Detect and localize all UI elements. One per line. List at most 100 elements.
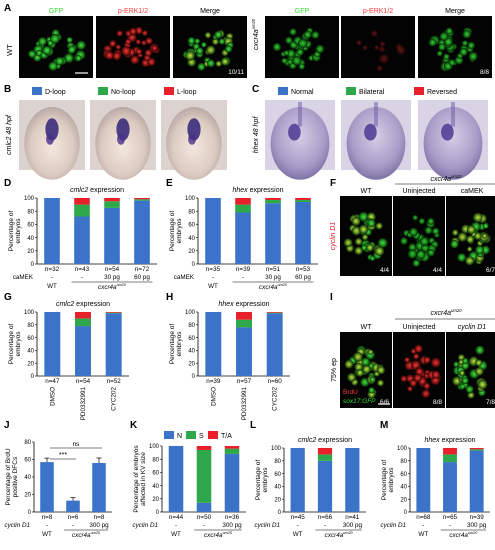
panel-D-chart-n-label: n=32 bbox=[45, 266, 60, 273]
panel-H-chart-bar bbox=[266, 313, 283, 376]
panel-A-mut-image-1-cell bbox=[272, 42, 282, 52]
panel-I-image-3-cell bbox=[465, 385, 474, 394]
panel-A-image-2-cell bbox=[112, 51, 122, 61]
panel-A-image-2-cell bbox=[125, 38, 132, 45]
panel-L-chart-n-label: n=45 bbox=[291, 514, 306, 521]
panel-A-image-1-cell bbox=[76, 40, 86, 50]
panel-I-image-1-cell bbox=[353, 352, 363, 362]
panel-A-image-2-cell bbox=[141, 40, 147, 46]
panel-J-chart-group-mut: cxcr4aum20 bbox=[72, 531, 101, 539]
panel-A-mut-image-3-cell bbox=[462, 30, 471, 39]
panel-M-chart-ytick-label: 20 bbox=[400, 497, 407, 503]
panel-G-chart-ytick-label: 100 bbox=[24, 310, 35, 316]
panel-K-legend-label: N bbox=[177, 433, 182, 440]
panel-I-col-label: cyclin D1 bbox=[458, 324, 487, 331]
panel-I-image-3-count: 7/8 bbox=[486, 399, 495, 406]
panel-A-image-1 bbox=[19, 16, 93, 78]
panel-K-chart-n-label: n=36 bbox=[225, 514, 240, 521]
panel-D-chart-ytick-label: 60 bbox=[27, 223, 34, 229]
panel-D-chart-row1: - bbox=[51, 274, 53, 281]
panel-E-chart-bar bbox=[235, 198, 251, 205]
panel-I-image-3-cell bbox=[461, 377, 469, 385]
panel-B-embryo-3-heart2 bbox=[188, 133, 196, 145]
panel-K-legend-label: S bbox=[199, 433, 204, 440]
panel-F-image-1-cell bbox=[366, 243, 374, 252]
panel-A-image-3-cell bbox=[221, 57, 230, 66]
panel-L-chart-ylabel: Percentage of bbox=[255, 460, 262, 501]
panel-F-image-3-cell bbox=[474, 232, 482, 240]
panel-L-chart-bar bbox=[317, 460, 333, 512]
panel-E-chart-bar bbox=[235, 212, 251, 264]
panel-H-chart-n-label: n=60 bbox=[268, 378, 283, 385]
panel-A-image-1-cell bbox=[55, 56, 64, 66]
panel-H-chart-bar bbox=[236, 319, 252, 328]
panel-A-mut-image-1-cell bbox=[297, 38, 308, 49]
panel-M-chart-row1: - bbox=[422, 522, 424, 529]
panel-A-mut-image-3-cell bbox=[468, 51, 478, 61]
panel-F-image-1-cell bbox=[375, 222, 383, 230]
panel-F-image-3-cell bbox=[466, 246, 473, 252]
panel-G-chart-bar bbox=[44, 312, 61, 376]
panel-F-image-3-cell bbox=[457, 232, 468, 242]
panel-F-image-2-cell bbox=[432, 227, 440, 235]
panel-A-image-3-cell bbox=[206, 59, 215, 68]
panel-F-image-1-cell bbox=[361, 244, 368, 251]
panel-M-chart-row1: 300 pg bbox=[467, 522, 487, 529]
panel-E-chart-ytick-label: 100 bbox=[185, 196, 196, 202]
panel-C-embryo-2-yolk bbox=[346, 106, 406, 180]
panel-A-mut-image-1-cell bbox=[298, 63, 306, 70]
panel-A-mut-image-2-cell bbox=[376, 65, 383, 72]
panel-A-mut-image-2-cell bbox=[396, 45, 406, 56]
panel-B-legend-swatch bbox=[32, 87, 42, 95]
panel-I-image-1-cell bbox=[369, 376, 376, 383]
panel-G-chart-bar bbox=[75, 312, 91, 319]
panel-K-chart-row1: 300 pg bbox=[222, 522, 242, 529]
panel-J-chart-bar bbox=[66, 500, 80, 512]
panel-D-chart-ytick-label: 40 bbox=[27, 236, 34, 242]
panel-G-chart-bar bbox=[75, 318, 91, 327]
panel-D-chart-group-wt: WT bbox=[47, 283, 57, 290]
panel-M-chart-n-label: n=39 bbox=[470, 514, 485, 521]
panel-A-image-3-cell bbox=[224, 45, 233, 53]
panel-H-chart-ytick-label: 100 bbox=[185, 310, 196, 316]
panel-G-chart-bar bbox=[105, 312, 122, 313]
panel-letter-L: L bbox=[250, 420, 256, 431]
panel-A-mut-image-label: p-ERK1/2 bbox=[363, 8, 393, 15]
panel-E-chart-ylabel: Percentage of bbox=[169, 211, 176, 252]
panel-F-image-3-cell bbox=[482, 223, 489, 229]
panel-C-legend-label: Normal bbox=[291, 89, 314, 96]
panel-I-image-3-cell bbox=[475, 359, 483, 367]
panel-M-chart-ytick-label: 60 bbox=[400, 472, 407, 478]
panel-G-chart-bar bbox=[105, 312, 122, 314]
panel-J-chart-n-label: n=8 bbox=[42, 514, 53, 521]
panel-E-chart-ytick-label: 40 bbox=[188, 236, 195, 242]
panel-J-ns: ns bbox=[73, 441, 81, 448]
panel-H-chart-ytick-label: 80 bbox=[188, 323, 195, 329]
panel-H-chart-n-label: n=39 bbox=[206, 378, 221, 385]
panel-letter-I: I bbox=[330, 292, 333, 303]
panel-G-chart-ytick-label: 60 bbox=[27, 336, 34, 342]
panel-A-image-2-cell bbox=[116, 30, 123, 37]
panel-D-chart-row1: 30 pg bbox=[104, 274, 120, 281]
panel-E-chart-n-label: n=53 bbox=[296, 266, 311, 273]
panel-I-stain1: BrdU bbox=[343, 389, 358, 396]
panel-letter-F: F bbox=[330, 178, 336, 189]
panel-A-image-1-cell bbox=[38, 36, 47, 46]
panel-E-chart-row1: 60 pg bbox=[295, 274, 311, 281]
panel-K-chart-ytick-label: 20 bbox=[152, 497, 159, 503]
panel-J-chart-row1: 300 pg bbox=[89, 522, 109, 529]
panel-B-legend-label: L-loop bbox=[177, 89, 197, 96]
panel-A-image-3-cell bbox=[195, 47, 204, 55]
panel-F-image-3-cell bbox=[473, 212, 483, 223]
panel-I-image-2-cell bbox=[414, 344, 423, 354]
panel-A-mut-image-1-cell bbox=[281, 57, 288, 64]
panel-J-chart-ylabel: positive DFCs bbox=[12, 456, 19, 497]
panel-L-chart-row1: 300 pg bbox=[343, 522, 363, 529]
panel-J-chart-ytick-label: 20 bbox=[24, 493, 31, 499]
panel-A-image-2-cell bbox=[151, 45, 158, 52]
panel-E-chart-bar bbox=[265, 203, 281, 264]
panel-G-chart-bar bbox=[75, 326, 91, 376]
panel-E-chart-bar bbox=[265, 199, 281, 204]
panel-A-mut-image-2-cell bbox=[356, 39, 362, 46]
